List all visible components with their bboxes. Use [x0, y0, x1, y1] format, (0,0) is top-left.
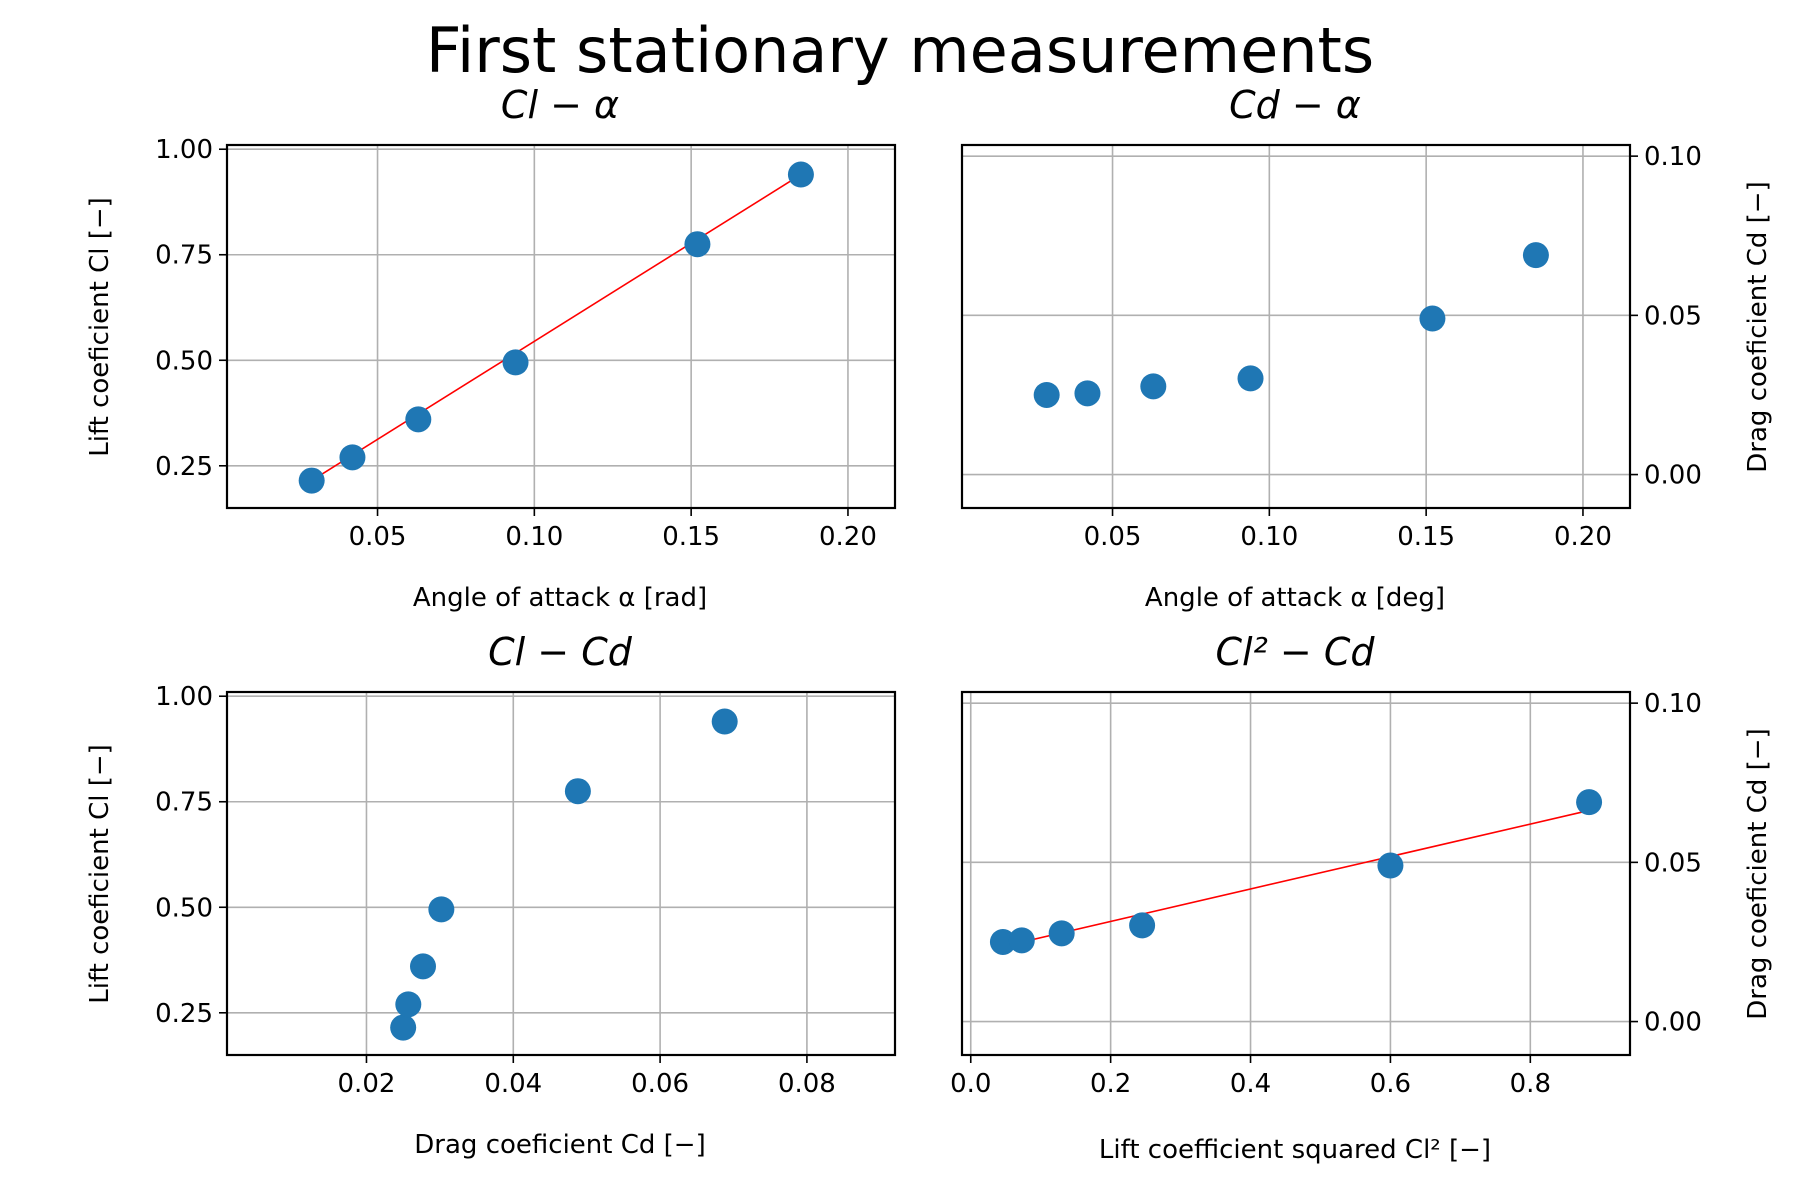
y-tick-label: 0.25	[155, 999, 213, 1029]
y-tick-label: 0.25	[155, 452, 213, 482]
fit-line	[311, 173, 802, 482]
data-point	[684, 231, 711, 258]
data-point	[787, 161, 814, 188]
figure-title: First stationary measurements	[426, 14, 1374, 87]
data-point	[1377, 852, 1404, 879]
y-tick-label: 0.50	[155, 346, 213, 376]
chart-cl-alpha: Cl − α Angle of attack α [rad] Lift coef…	[85, 83, 897, 613]
axes-frame	[225, 143, 897, 510]
chart-title: Cl − Cd	[488, 630, 633, 674]
y-tick-label: 0.00	[1644, 1008, 1702, 1038]
x-tick-label: 0.06	[631, 1069, 689, 1099]
y-tick-label: 0.50	[155, 893, 213, 923]
chart-cl-cd: Cl − Cd Drag coeficient Cd [−] Lift coef…	[85, 630, 897, 1160]
x-tick-label: 0.0	[950, 1069, 991, 1099]
y-tick-label: 0.75	[155, 241, 213, 271]
data-point	[339, 444, 366, 471]
axes-frame	[225, 690, 897, 1057]
data-point	[390, 1014, 417, 1041]
fit-line	[1002, 809, 1590, 948]
data-point	[1576, 789, 1603, 816]
x-tick-label: 0.08	[778, 1069, 836, 1099]
x-axis-label: Drag coeficient Cd [−]	[414, 1130, 705, 1160]
y-axis-label: Lift coeficient Cl [−]	[85, 197, 115, 457]
data-point	[1074, 380, 1101, 407]
data-point	[1419, 305, 1446, 332]
x-tick-label: 0.20	[1554, 522, 1612, 552]
x-tick-label: 0.20	[819, 522, 877, 552]
data-point	[1522, 242, 1549, 269]
x-tick-label: 0.15	[1397, 522, 1455, 552]
y-tick-label: 0.05	[1644, 301, 1702, 331]
x-axis-label: Angle of attack α [deg]	[1145, 583, 1445, 613]
data-point	[1033, 381, 1060, 408]
y-axis-label: Drag coeficient Cd [−]	[1743, 181, 1773, 472]
y-tick-label: 1.00	[155, 135, 213, 165]
data-point	[1129, 912, 1156, 939]
x-tick-label: 0.15	[662, 522, 720, 552]
chart-title: Cl − α	[501, 83, 619, 127]
y-tick-label: 0.10	[1644, 142, 1702, 172]
data-point	[1048, 920, 1075, 947]
x-tick-label: 0.4	[1230, 1069, 1271, 1099]
data-point	[405, 406, 432, 433]
y-tick-label: 0.10	[1644, 689, 1702, 719]
data-point	[395, 991, 422, 1018]
x-tick-label: 0.10	[505, 522, 563, 552]
x-tick-label: 0.02	[338, 1069, 396, 1099]
x-tick-label: 0.04	[484, 1069, 542, 1099]
axes-frame	[960, 690, 1632, 1057]
x-tick-label: 0.6	[1370, 1069, 1411, 1099]
data-point	[1237, 365, 1264, 392]
x-tick-label: 0.8	[1510, 1069, 1551, 1099]
chart-title: Cl² − Cd	[1216, 630, 1376, 674]
x-tick-label: 0.05	[1084, 522, 1142, 552]
chart-title: Cd − α	[1229, 83, 1361, 127]
x-tick-label: 0.2	[1090, 1069, 1131, 1099]
data-point	[989, 928, 1016, 955]
data-point	[409, 953, 436, 980]
y-tick-label: 0.05	[1644, 848, 1702, 878]
data-point	[502, 349, 529, 376]
y-tick-label: 0.00	[1644, 461, 1702, 491]
y-tick-label: 1.00	[155, 682, 213, 712]
data-point	[711, 708, 738, 735]
data-point	[564, 778, 591, 805]
x-tick-label: 0.10	[1240, 522, 1298, 552]
x-axis-label: Angle of attack α [rad]	[413, 583, 707, 613]
axes-frame	[960, 143, 1632, 510]
chart-cl2-cd: Cl² − Cd Lift coefficient squared Cl² [−…	[950, 630, 1773, 1165]
data-point	[1008, 927, 1035, 954]
x-axis-label: Lift coefficient squared Cl² [−]	[1099, 1135, 1491, 1165]
y-axis-label: Lift coeficient Cl [−]	[85, 744, 115, 1004]
y-tick-label: 0.75	[155, 788, 213, 818]
chart-cd-alpha: Cd − α Angle of attack α [deg] Drag coef…	[960, 83, 1773, 613]
data-point	[298, 467, 325, 494]
y-axis-label: Drag coeficient Cd [−]	[1743, 728, 1773, 1019]
x-tick-label: 0.05	[349, 522, 407, 552]
data-point	[1140, 373, 1167, 400]
data-point	[428, 896, 455, 923]
